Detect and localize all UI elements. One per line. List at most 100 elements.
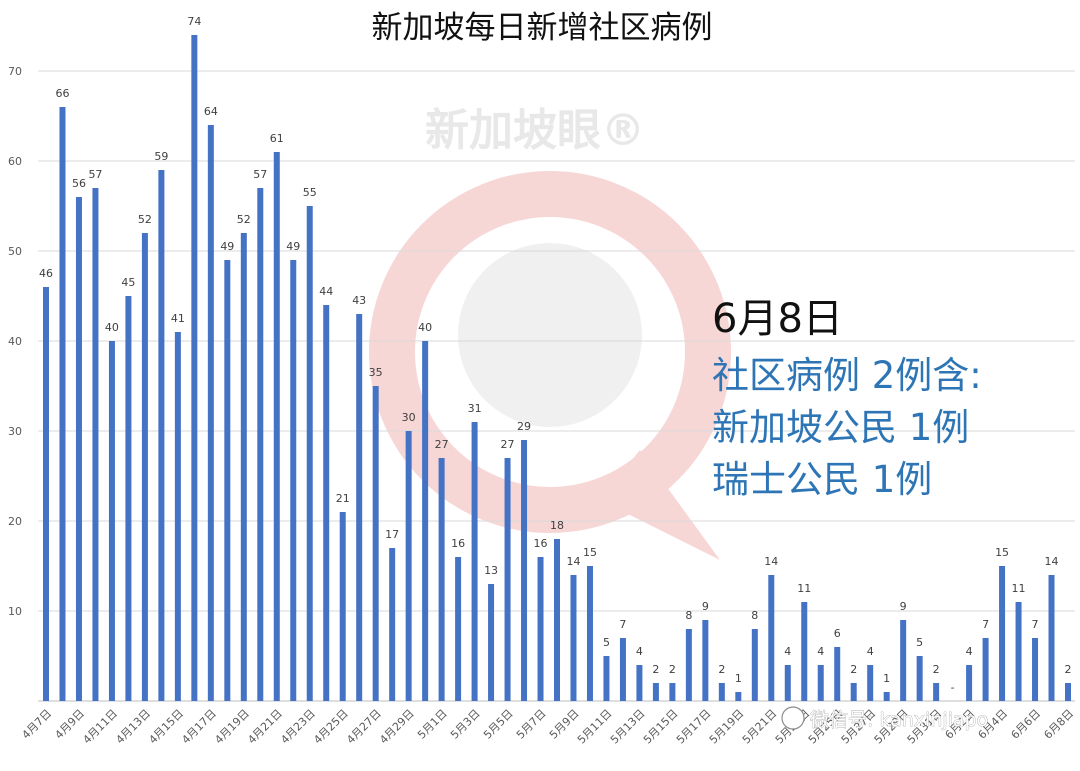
- x-tick-label: 5月11日: [575, 707, 615, 747]
- data-label: 2: [1065, 663, 1072, 676]
- data-label: 74: [187, 15, 201, 28]
- bar: [636, 665, 643, 701]
- y-tick-label: 30: [8, 425, 22, 438]
- y-tick-label: 50: [8, 245, 22, 258]
- data-label: 14: [566, 555, 580, 568]
- data-label: 45: [121, 276, 135, 289]
- data-label: 4: [636, 645, 643, 658]
- data-label: 31: [468, 402, 482, 415]
- data-label: 29: [517, 420, 531, 433]
- x-tick-label: 5月21日: [740, 707, 780, 747]
- x-tick-label: 4月7日: [19, 707, 54, 742]
- x-tick-label: 5月5日: [481, 707, 516, 742]
- data-label: 35: [369, 366, 383, 379]
- data-label: -: [951, 681, 955, 694]
- x-tick-label: 5月3日: [448, 707, 483, 742]
- bar: [389, 548, 396, 701]
- bar: [850, 683, 857, 701]
- data-label: 56: [72, 177, 86, 190]
- data-label: 61: [270, 132, 284, 145]
- data-label: 64: [204, 105, 218, 118]
- data-label: 2: [652, 663, 659, 676]
- data-label: 4: [784, 645, 791, 658]
- bar: [504, 458, 511, 701]
- bar: [405, 431, 412, 701]
- bar: [669, 683, 676, 701]
- bar: [916, 656, 923, 701]
- chart-title: 新加坡每日新增社区病例: [372, 10, 713, 46]
- bar: [323, 305, 330, 701]
- bar: [306, 206, 313, 701]
- data-label: 21: [336, 492, 350, 505]
- bar: [422, 341, 429, 701]
- bar: [59, 107, 66, 701]
- x-tick-label: 4月29日: [377, 707, 417, 747]
- data-label: 7: [1032, 618, 1039, 631]
- data-label: 16: [451, 537, 465, 550]
- x-tick-label: 6月8日: [1041, 707, 1076, 742]
- bar: [801, 602, 808, 701]
- bars: [43, 35, 1071, 701]
- data-label: 5: [603, 636, 610, 649]
- bar: [75, 197, 82, 701]
- bar: [570, 575, 577, 701]
- wechat-icon: [781, 706, 805, 730]
- data-label: 40: [418, 321, 432, 334]
- data-label: 7: [982, 618, 989, 631]
- bar: [521, 440, 528, 701]
- data-label: 11: [1012, 582, 1026, 595]
- x-tick-label: 4月17日: [179, 707, 219, 747]
- x-tick-label: 5月19日: [707, 707, 747, 747]
- data-label: 40: [105, 321, 119, 334]
- data-label: 13: [484, 564, 498, 577]
- y-tick-label: 20: [8, 515, 22, 528]
- x-tick-label: 5月1日: [415, 707, 450, 742]
- bar: [356, 314, 363, 701]
- bar: [191, 35, 198, 701]
- bar: [43, 287, 49, 701]
- data-label: 4: [817, 645, 824, 658]
- data-label: 2: [850, 663, 857, 676]
- data-label: 2: [718, 663, 725, 676]
- annotation-date: 6月8日: [712, 296, 843, 342]
- bar: [966, 665, 973, 701]
- bar: [339, 512, 346, 701]
- data-label: 57: [253, 168, 267, 181]
- data-label: 14: [764, 555, 778, 568]
- data-label: 1: [883, 672, 890, 685]
- x-tick-label: 4月11日: [80, 707, 120, 747]
- bar: [603, 656, 610, 701]
- bar: [257, 188, 264, 701]
- annotation-line-3: 瑞士公民 1例: [712, 458, 932, 501]
- bar: [1032, 638, 1039, 701]
- data-label: 1: [735, 672, 742, 685]
- x-tick-label: 5月13日: [608, 707, 648, 747]
- data-label: 14: [1045, 555, 1059, 568]
- data-label: 52: [138, 213, 152, 226]
- bar: [471, 422, 478, 701]
- bar: [125, 296, 132, 701]
- bar: [999, 566, 1006, 701]
- bar: [982, 638, 989, 701]
- bar: [685, 629, 692, 701]
- y-axis-ticks: 10 20 30 40 50 60 70: [8, 65, 22, 618]
- data-label: 27: [501, 438, 515, 451]
- watermark-text: 新加坡眼®: [425, 105, 645, 156]
- bar: [784, 665, 791, 701]
- data-label: 44: [319, 285, 333, 298]
- data-label: 9: [900, 600, 907, 613]
- data-label: 2: [669, 663, 676, 676]
- x-tick-label: 4月27日: [344, 707, 384, 747]
- bar: [207, 125, 214, 701]
- watermark-tail: [600, 450, 720, 560]
- data-label: 41: [171, 312, 185, 325]
- data-label: 46: [39, 267, 53, 280]
- watermark-ring: [369, 171, 731, 533]
- bar: [586, 566, 593, 701]
- bar: [867, 665, 874, 701]
- data-label: 49: [286, 240, 300, 253]
- bar: [554, 539, 560, 701]
- x-tick-label: 4月13日: [113, 707, 153, 747]
- data-label: 7: [619, 618, 626, 631]
- x-tick-label: 5月15日: [641, 707, 681, 747]
